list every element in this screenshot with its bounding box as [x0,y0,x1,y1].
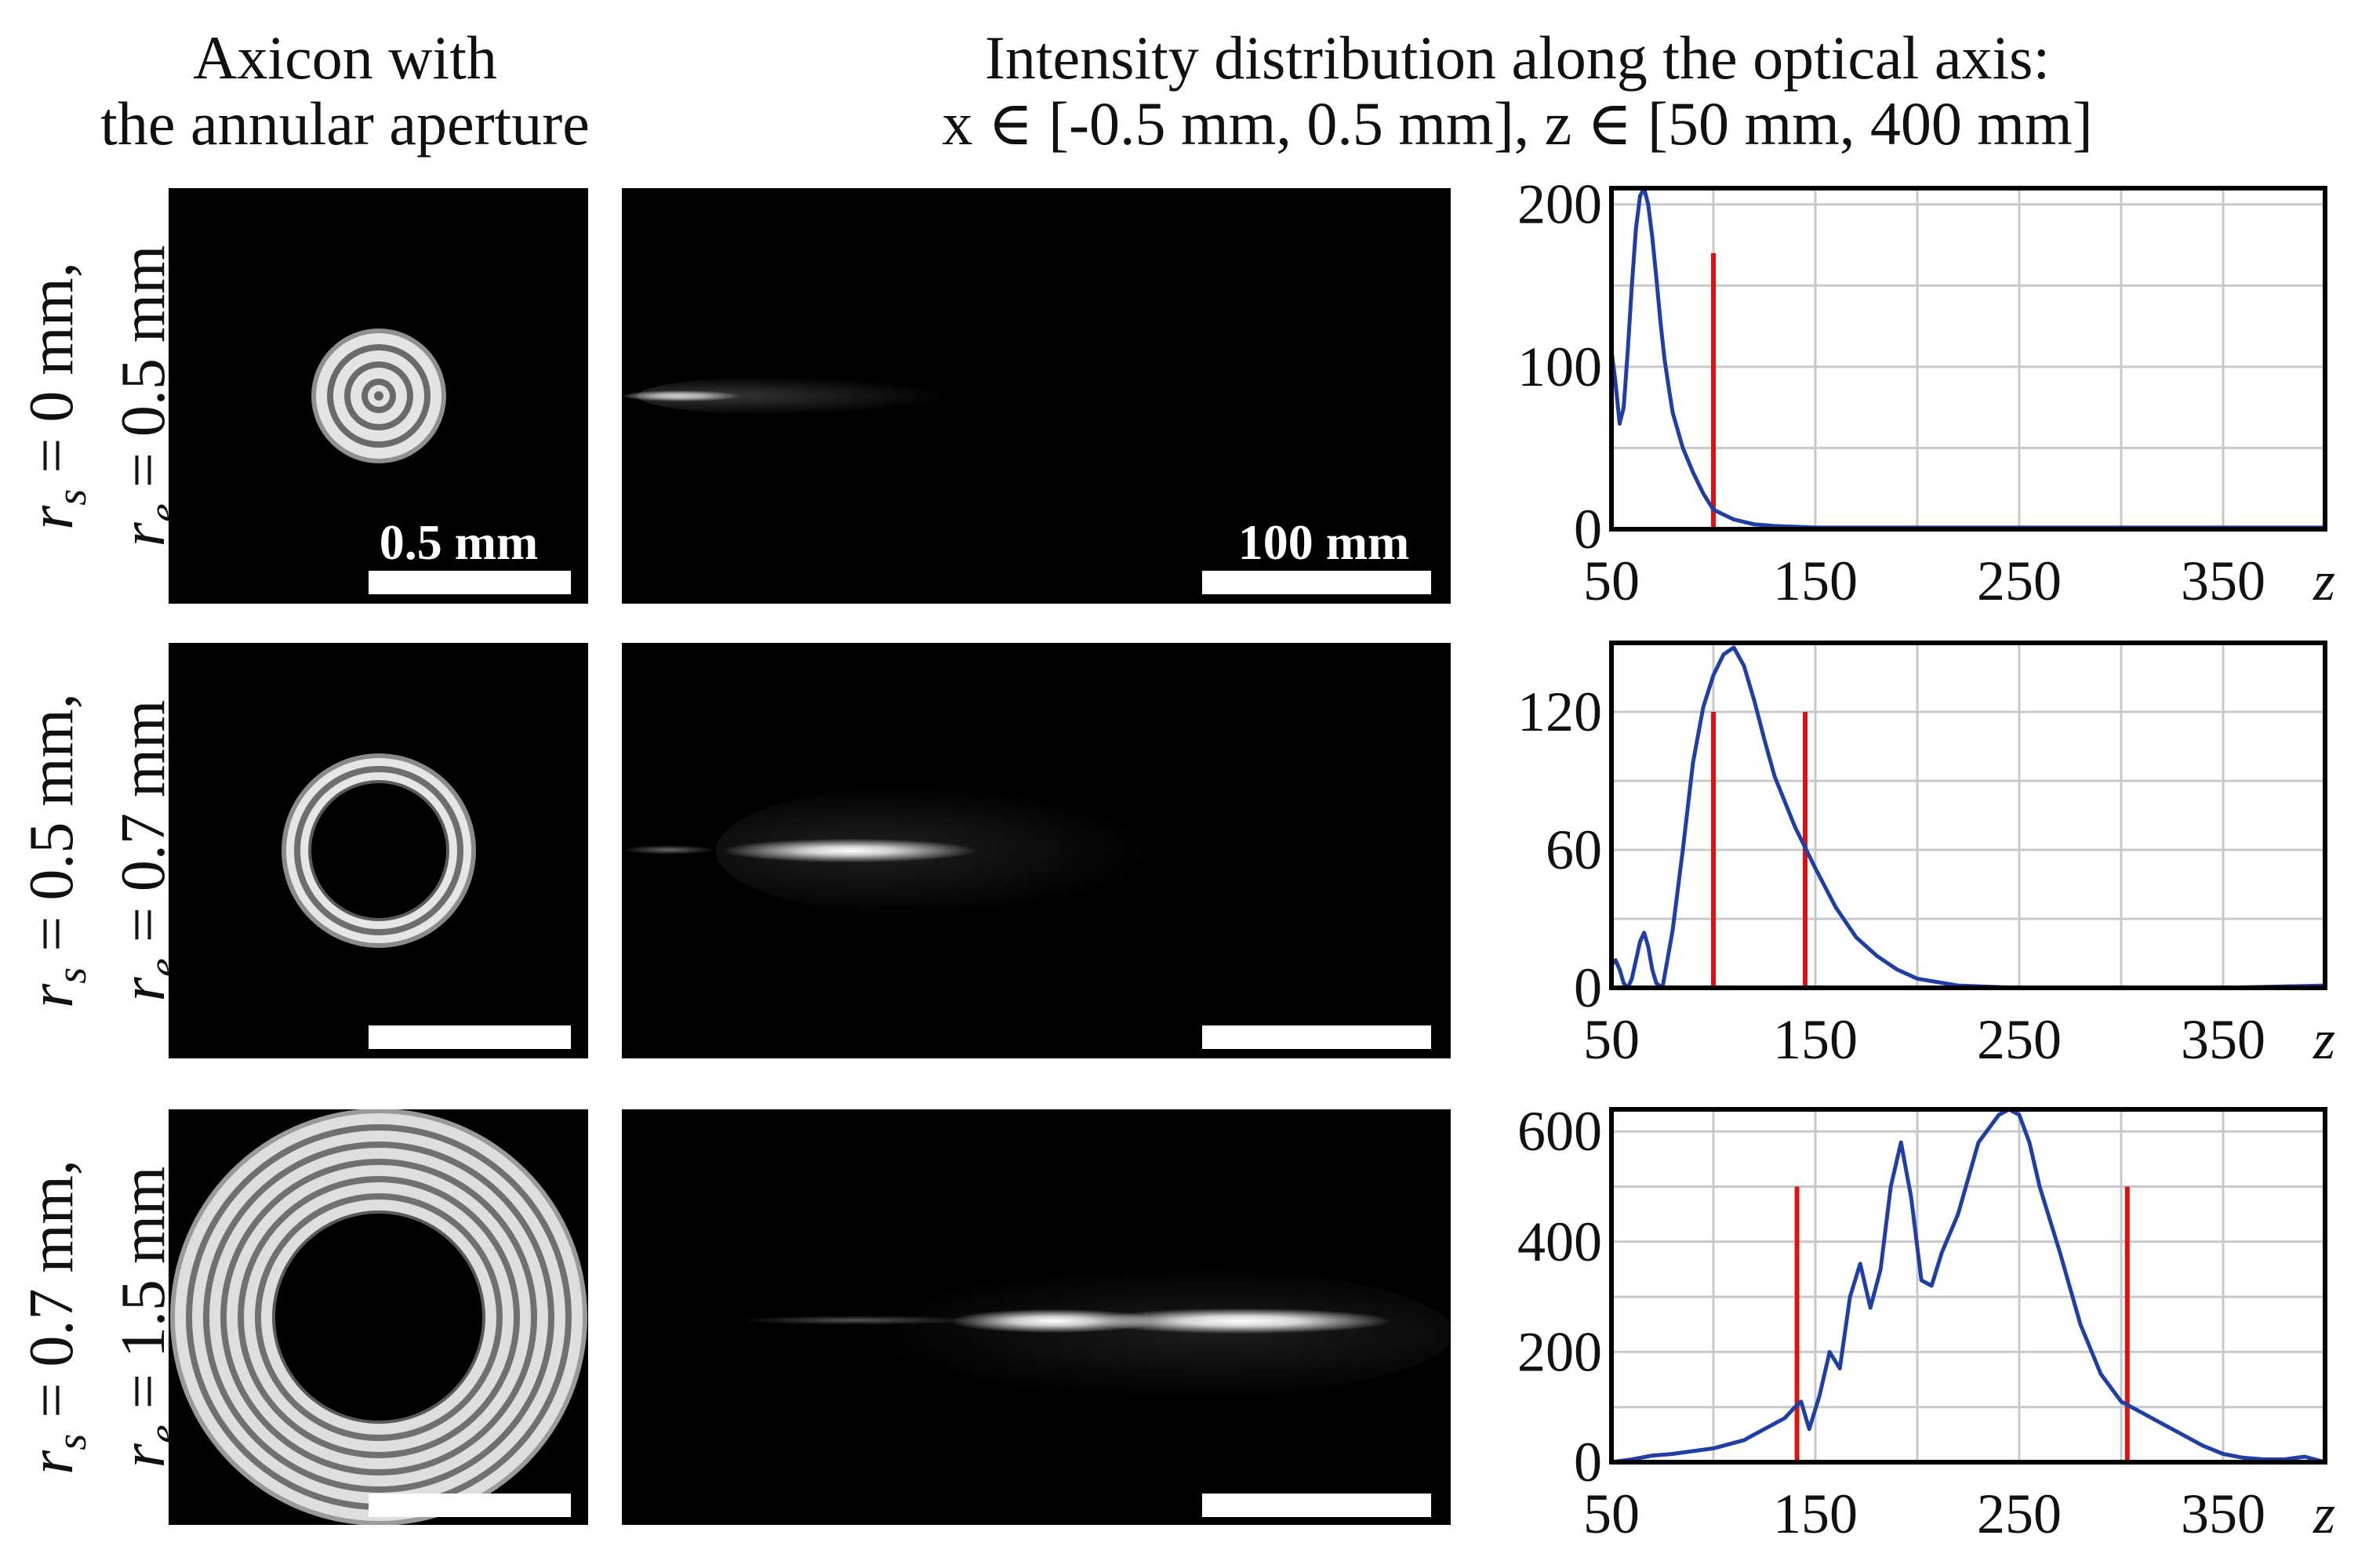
plot-frame [1609,1107,2327,1465]
aperture-rings-1 [311,328,446,463]
row-2-re-value: = 0.7 mm [109,699,178,959]
x-tick-label: 350 [2181,1483,2265,1545]
intensity-plot-1: 0 100 200 50 150 250 350 z [1517,176,2335,612]
intensity-plot-2: 0 60 120 50 150 250 350 z [1517,641,2335,1071]
row-label-1: rs = 0 mm, re = 0.5 mm [16,184,187,608]
x-tick-label: 150 [1773,1483,1858,1545]
aperture-scale-bar-1 [369,571,571,594]
row-1-rs-value: = 0 mm, [17,262,86,489]
y-tick-label: 400 [1517,1210,1602,1273]
aperture-title-line2: the annular aperture [100,89,590,158]
x-tick-label: 250 [1977,550,2062,612]
intensity-scale-label: 100 mm [1237,514,1410,570]
beam-1-core [622,390,739,401]
aperture-image-3 [169,1109,588,1525]
intensity-curve [1610,645,2326,990]
intensity-plot-3: 0 200 400 600 50 150 250 350 z [1517,1100,2335,1545]
y-tick-label: 600 [1517,1100,1602,1163]
intensity-column-title: Intensity distribution along the optical… [753,25,2282,157]
y-tick-label: 0 [1574,498,1602,561]
aperture-column-title: Axicon with the annular aperture [16,25,674,157]
plot-frame [1609,641,2327,990]
aperture-scale-bar-2 [369,1025,571,1049]
x-tick-label: 150 [1773,1008,1858,1071]
x-tick-label: 50 [1583,1483,1640,1545]
plot-area [1611,1109,2325,1462]
beam-2-start [622,845,716,855]
intensity-image-2 [622,643,1451,1058]
beam-3-core-b [1092,1308,1390,1334]
row-label-3-rs: rs = 0.7 mm, [17,1160,95,1475]
y-tick-label: 60 [1546,818,1602,881]
y-tick-label: 200 [1517,176,1602,236]
intensity-curve [1611,1107,2326,1465]
x-tick-label: 50 [1583,550,1640,612]
y-tick-label: 0 [1574,1431,1602,1494]
x-tick-label: 150 [1773,550,1858,612]
y-tick-label: 100 [1517,336,1602,398]
row-label-3: rs = 0.7 mm, re = 1.5 mm [16,1105,187,1529]
row-2-rs-value: = 0.5 mm, [17,693,86,967]
beam-3-haze [857,1266,1451,1399]
beam-2-core [724,839,975,862]
aperture-image-2 [169,643,588,1058]
y-tick-label: 120 [1517,681,1602,743]
aperture-image-1: 0.5 mm [169,188,588,604]
row-1-re-value: = 0.5 mm [109,245,178,504]
x-axis-label: z [2313,550,2335,612]
y-tick-label: 200 [1517,1320,1602,1383]
x-tick-label: 250 [1977,1008,2062,1071]
intensity-image-1: 100 mm [622,188,1451,604]
row-label-2-rs: rs = 0.5 mm, [17,693,95,1008]
beam-1-tail [638,376,951,416]
y-tick-label: 0 [1574,956,1602,1019]
plot-frame [1609,186,2327,532]
row-3-re-value: = 1.5 mm [109,1166,178,1425]
plot-area [1611,643,2325,988]
intensity-scale-bar-1 [1202,571,1431,594]
intensity-image-3 [622,1109,1451,1525]
aperture-rings-2 [282,753,476,948]
x-axis-label: z [2313,1483,2335,1545]
x-tick-label: 350 [2181,550,2265,612]
intensity-title-line2: x ∈ [-0.5 mm, 0.5 mm], z ∈ [50 mm, 400 m… [942,89,2093,158]
aperture-scale-bar-3 [369,1494,571,1517]
row-3-rs-value: = 0.7 mm, [17,1160,86,1434]
intensity-scale-bar-3 [1202,1494,1431,1517]
intensity-title-line1: Intensity distribution along the optical… [984,24,2051,92]
x-axis-label: z [2313,1008,2335,1071]
plot-area [1611,188,2325,529]
aperture-scale-label: 0.5 mm [379,514,539,570]
x-tick-label: 50 [1583,1008,1640,1071]
row-label-2: rs = 0.5 mm, re = 0.7 mm [16,639,187,1062]
x-tick-label: 350 [2181,1008,2265,1071]
beam-3-start [739,1316,975,1325]
intensity-scale-bar-2 [1202,1025,1431,1049]
aperture-title-line1: Axicon with [193,24,497,92]
x-tick-label: 250 [1977,1483,2062,1545]
aperture-rings-3 [170,1109,587,1525]
row-label-1-rs: rs = 0 mm, [17,262,95,530]
